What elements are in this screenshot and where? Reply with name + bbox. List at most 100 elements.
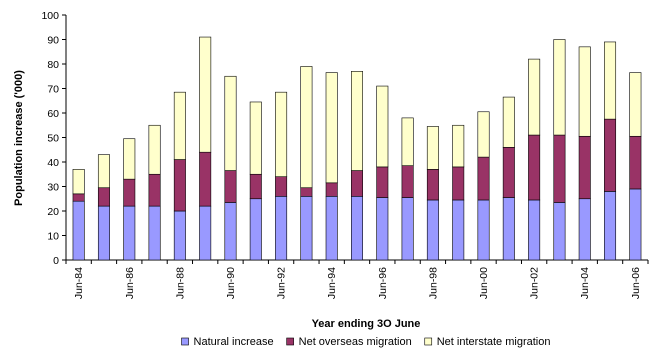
bar-natural-increase <box>97 205 110 261</box>
bar-net-interstate-migration <box>376 85 389 168</box>
bar-net-overseas-migration <box>578 135 591 200</box>
bar-natural-increase <box>173 210 186 261</box>
bar-natural-increase <box>72 200 85 261</box>
x-tick-label: Jun-06 <box>630 267 642 299</box>
bar-net-interstate-migration <box>351 71 363 171</box>
bar-natural-increase <box>123 205 136 261</box>
bar-net-interstate-migration <box>452 124 465 168</box>
bar-net-overseas-migration <box>72 193 85 202</box>
bar-natural-increase <box>426 199 439 261</box>
bar-net-interstate-migration <box>123 138 136 180</box>
bar-net-overseas-migration <box>528 134 541 201</box>
bar-net-interstate-migration <box>553 39 566 136</box>
bar-net-interstate-migration <box>477 111 490 158</box>
bar-natural-increase <box>249 198 262 261</box>
x-tick-label: Jun-98 <box>427 267 439 299</box>
bar-net-overseas-migration <box>123 178 136 207</box>
bar-natural-increase <box>477 199 490 261</box>
bar-net-overseas-migration <box>249 173 262 200</box>
bar-net-interstate-migration <box>300 66 313 189</box>
legend-label: Net overseas migration <box>299 336 412 348</box>
bar-net-interstate-migration <box>528 58 541 136</box>
bar-natural-increase <box>604 191 617 261</box>
x-tick-label: Jun-96 <box>377 267 389 299</box>
x-tick-label: Jun-90 <box>225 267 237 299</box>
bar-net-interstate-migration <box>275 91 288 178</box>
bar-natural-increase <box>224 202 237 261</box>
bar-net-overseas-migration <box>629 135 642 190</box>
bar-net-interstate-migration <box>578 46 591 137</box>
bar-net-interstate-migration <box>249 101 262 175</box>
bars <box>72 36 642 261</box>
x-tick-label: Jun-86 <box>124 267 136 299</box>
x-tick-label: Jun-92 <box>276 267 288 299</box>
bar-natural-increase <box>578 198 591 261</box>
bar-net-overseas-migration <box>199 151 212 207</box>
x-tick-label: Jun-00 <box>478 267 490 299</box>
y-tick-label: 20 <box>47 206 59 218</box>
bar-net-overseas-migration <box>401 165 414 198</box>
bar-net-overseas-migration <box>97 187 110 207</box>
legend-item: Net overseas migration <box>286 336 412 348</box>
bar-natural-increase <box>199 205 212 261</box>
y-tick-label: 0 <box>53 255 59 267</box>
bar-net-interstate-migration <box>199 36 212 153</box>
bar-net-interstate-migration <box>401 117 414 166</box>
bar-net-overseas-migration <box>300 187 313 197</box>
x-tick-label: Jun-84 <box>73 267 85 299</box>
bar-net-interstate-migration <box>72 169 85 195</box>
bar-natural-increase <box>148 205 161 261</box>
bar-net-interstate-migration <box>325 72 338 184</box>
x-tick-label: Jun-04 <box>579 267 591 299</box>
bar-net-overseas-migration <box>224 170 237 203</box>
bar-net-interstate-migration <box>224 75 237 171</box>
bar-net-overseas-migration <box>325 182 338 197</box>
bar-net-interstate-migration <box>502 96 515 148</box>
x-axis: Jun-84 Jun-86 Jun-88 Jun-90 Jun-92 Jun-94 Jun-… <box>65 259 649 299</box>
bar-net-overseas-migration <box>452 166 465 201</box>
legend-item: Natural increase <box>181 336 274 348</box>
y-tick-label: 10 <box>47 231 59 243</box>
bar-net-overseas-migration <box>604 118 617 192</box>
legend: Natural increase Net overseas migration Ne… <box>181 336 551 348</box>
bar-net-overseas-migration <box>148 173 161 207</box>
bar-natural-increase <box>528 199 541 261</box>
bar-net-overseas-migration <box>553 134 566 203</box>
bar-net-interstate-migration <box>604 41 617 120</box>
y-tick-label: 100 <box>41 10 59 22</box>
y-tick-label: 80 <box>47 59 59 71</box>
bar-natural-increase <box>629 188 642 261</box>
y-tick-label: 40 <box>47 157 59 169</box>
legend-item: Net interstate migration <box>424 336 551 348</box>
bar-net-overseas-migration <box>477 156 490 201</box>
y-tick-label: 30 <box>47 182 59 194</box>
bar-net-overseas-migration <box>173 159 186 212</box>
bar-natural-increase <box>401 197 414 261</box>
legend-swatch <box>286 337 294 346</box>
x-tick-label: Jun-02 <box>529 267 541 299</box>
legend-swatch <box>424 337 433 346</box>
y-axis: 0 10 20 30 40 50 60 70 80 90 100 <box>41 10 67 267</box>
bar-natural-increase <box>452 199 465 261</box>
y-tick-label: 50 <box>47 133 59 145</box>
bar-natural-increase <box>275 196 288 261</box>
bar-natural-increase <box>553 202 566 261</box>
bar-natural-increase <box>325 196 338 261</box>
y-tick-label: 60 <box>47 108 59 120</box>
bar-net-interstate-migration <box>173 91 186 160</box>
bar-net-overseas-migration <box>502 147 515 198</box>
bar-net-overseas-migration <box>426 169 439 201</box>
bar-natural-increase <box>502 197 515 261</box>
y-tick-label: 70 <box>47 84 59 96</box>
bar-net-interstate-migration <box>426 126 439 170</box>
y-tick-label: 90 <box>47 35 59 47</box>
x-axis-title: Year ending 3O June <box>312 318 421 330</box>
bar-net-overseas-migration <box>376 166 389 198</box>
bar-net-overseas-migration <box>275 176 288 197</box>
bar-net-overseas-migration <box>351 170 363 197</box>
x-tick-label: Jun-94 <box>326 267 338 299</box>
legend-label: Net interstate migration <box>437 336 551 348</box>
legend-swatch <box>181 337 189 346</box>
x-tick-label: Jun-88 <box>174 267 186 299</box>
